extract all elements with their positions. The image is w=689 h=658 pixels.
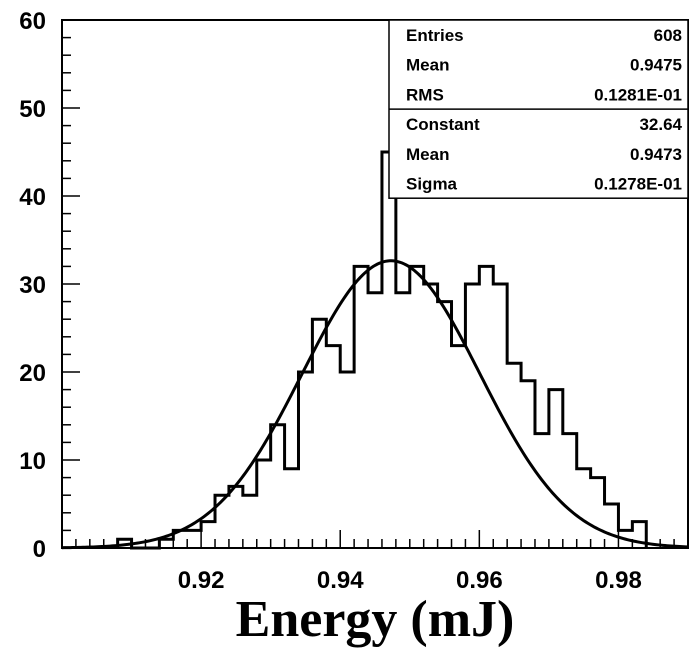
histogram-bar xyxy=(368,293,382,548)
y-tick-label: 10 xyxy=(19,448,46,475)
stats-value: 0.9473 xyxy=(630,145,682,164)
histogram-bar xyxy=(187,530,201,548)
x-tick-label: 0.92 xyxy=(178,567,225,594)
y-tick-label: 40 xyxy=(19,184,46,211)
histogram-bar xyxy=(243,495,257,548)
histogram-bar xyxy=(479,266,493,548)
histogram-bar xyxy=(382,152,396,548)
x-tick-label: 0.94 xyxy=(317,567,364,594)
histogram-bar xyxy=(438,302,452,548)
histogram-bar xyxy=(326,346,340,548)
histogram-bar xyxy=(507,363,521,548)
histogram-bar xyxy=(549,390,563,548)
histogram-bar xyxy=(201,522,215,548)
histogram-bar xyxy=(215,495,229,548)
histogram-bar xyxy=(298,372,312,548)
stats-value: 0.9475 xyxy=(630,56,682,75)
stats-value: 0.1281E-01 xyxy=(594,85,682,104)
histogram-bar xyxy=(312,319,326,548)
stats-value: 32.64 xyxy=(639,115,682,134)
histogram-bar xyxy=(354,266,368,548)
histogram-bar xyxy=(410,266,424,548)
y-tick-label: 50 xyxy=(19,96,46,123)
histogram-bar xyxy=(591,478,605,548)
y-tick-label: 60 xyxy=(19,8,46,35)
histogram-bar xyxy=(465,284,479,548)
stats-value: 0.1278E-01 xyxy=(594,175,682,194)
stats-label: RMS xyxy=(406,85,444,104)
y-tick-label: 30 xyxy=(19,272,46,299)
axes-group: 0 10 20 30 40 50 60 0.92 0.94 0.96 0.98 xyxy=(19,8,689,594)
stats-label: Mean xyxy=(406,145,449,164)
histogram-bar xyxy=(424,284,438,548)
stats-box: Entries 608 Mean 0.9475 RMS 0.1281E-01 Constan… xyxy=(388,19,689,199)
histogram-outline xyxy=(116,150,648,550)
histogram-bar xyxy=(605,504,619,548)
histogram-bar xyxy=(340,372,354,548)
stats-label: Entries xyxy=(406,26,464,45)
x-tick-label: 0.98 xyxy=(595,567,642,594)
histogram-bar xyxy=(396,293,410,548)
histogram-bar xyxy=(257,460,271,548)
stats-label: Mean xyxy=(406,56,449,75)
histogram-bar xyxy=(521,381,535,548)
fit-curve xyxy=(61,259,689,550)
gaussian-fit xyxy=(61,259,689,550)
histogram-bar xyxy=(285,469,299,548)
x-tick-label: 0.96 xyxy=(456,567,503,594)
y-tick-label: 0 xyxy=(33,536,46,563)
histogram-bar xyxy=(563,434,577,548)
histogram-bar xyxy=(271,425,285,548)
stats-label: Constant xyxy=(406,115,480,134)
x-axis-title: Energy (mJ) xyxy=(236,591,515,648)
stats-value: 608 xyxy=(654,26,682,45)
histogram-bars xyxy=(116,150,648,550)
stats-label: Sigma xyxy=(406,175,458,194)
histogram-bar xyxy=(535,434,549,548)
histogram-bar xyxy=(229,486,243,548)
histogram-bar xyxy=(577,469,591,548)
y-tick-label: 20 xyxy=(19,360,46,387)
histogram-bar xyxy=(452,346,466,548)
